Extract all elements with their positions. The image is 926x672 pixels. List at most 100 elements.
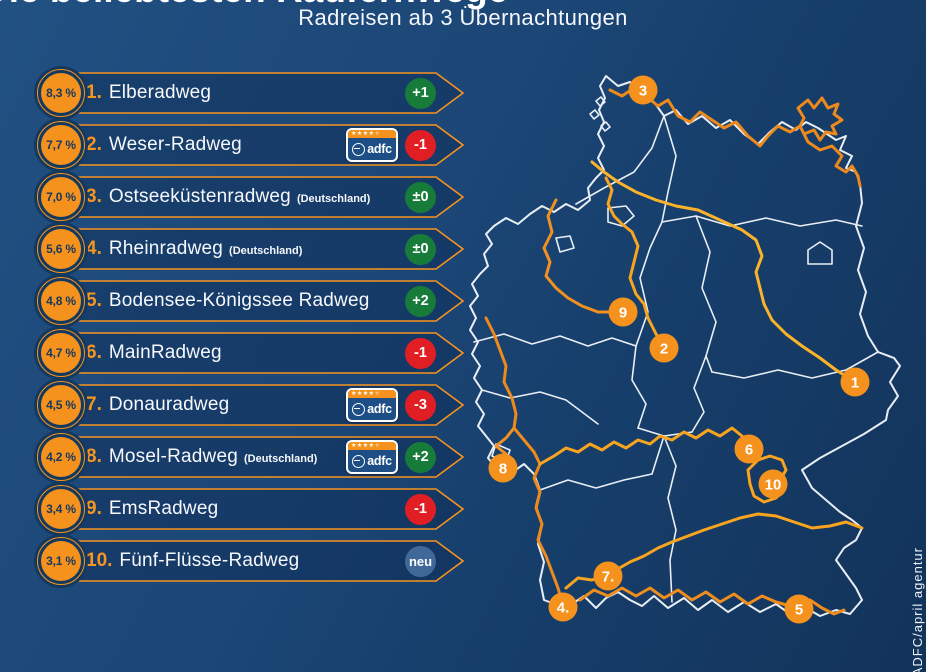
share-circle-ring [37, 69, 85, 117]
map-marker-label: 2 [660, 341, 668, 358]
share-circle: 8,3 % [34, 66, 88, 120]
rank-change-badge: ±0 [405, 181, 436, 213]
share-value: 3,4 % [41, 489, 81, 529]
route-name: Fünf-Flüsse-Radweg [119, 550, 300, 571]
share-value: 7,7 % [41, 125, 81, 165]
list-item: 4,8 % 5. Bodensee-Königssee Radweg +2 [32, 274, 468, 328]
map-marker-label: 5 [795, 602, 803, 619]
share-circle-ring [37, 433, 85, 481]
country-outline [469, 75, 901, 617]
rank-number: 3. [86, 186, 102, 207]
adfc-lens-icon [352, 142, 366, 156]
state-border [575, 115, 665, 205]
route-name-suffix: (Deutschland) [296, 193, 371, 205]
rank-change-badge: -1 [405, 129, 436, 161]
list-item: 7,7 % 2. Weser-Radweg ★★★★ ★ adfc -1 [32, 118, 468, 172]
map-marker-label: 9 [619, 305, 627, 322]
germany-map-svg: 1 2 3 4. 5 6 7. 8 9 10 [469, 75, 901, 624]
share-circle: 5,6 % [34, 222, 88, 276]
share-value: 3,1 % [41, 541, 81, 581]
state-border [661, 215, 863, 227]
adfc-lens-icon [352, 454, 366, 468]
map-marker-circle [784, 594, 814, 624]
route-emsradweg [542, 198, 622, 316]
island-outline [600, 121, 611, 132]
state-border [663, 435, 677, 603]
state-border [539, 435, 665, 491]
rank-change-badge: -1 [405, 493, 436, 525]
share-circle-ring [37, 537, 85, 585]
credit-text: ADFC/april agentur [910, 546, 925, 672]
route-name: Ostseeküstenradweg [108, 186, 291, 207]
map-marker: 6 [734, 434, 764, 464]
adfc-stars-icon: ★★★★ ★ [348, 442, 396, 450]
rank-number: 8. [86, 446, 102, 467]
share-value: 4,2 % [41, 437, 81, 477]
list-item: 4,7 % 6. MainRadweg -1 [32, 326, 468, 380]
map-marker: 1 [840, 367, 870, 397]
map-marker: 4. [548, 592, 578, 622]
rank-number: 2. [86, 134, 102, 155]
share-circle-ring [37, 225, 85, 273]
rank-number: 10. [86, 550, 113, 571]
rank-change-badge: +2 [405, 285, 436, 317]
route-elberadweg [590, 160, 854, 382]
island-outline [589, 109, 600, 120]
map-marker: 2 [649, 333, 679, 363]
list-item: 3,4 % 9. EmsRadweg -1 [32, 482, 468, 536]
adfc-stars-icon: ★★★★ ★ [348, 130, 396, 138]
share-circle: 3,1 % [34, 534, 88, 588]
map-marker-label: 7. [602, 569, 615, 586]
route-name: EmsRadweg [108, 498, 219, 519]
rank-number: 6. [86, 342, 102, 363]
rank-change-badge: +2 [405, 441, 436, 473]
adfc-quality-badge: ★★★★ ★ adfc [346, 440, 398, 474]
route-name: Donauradweg [108, 394, 230, 415]
list-item: 4,5 % 7. Donauradweg ★★★★ ★ adfc -3 [32, 378, 468, 432]
share-value: 8,3 % [41, 73, 81, 113]
state-border [555, 235, 575, 253]
map-marker: 7. [593, 561, 623, 591]
share-circle: 7,7 % [34, 118, 88, 172]
share-circle-ring [37, 485, 85, 533]
map-marker-circle [488, 453, 518, 483]
map-marker-circle [734, 434, 764, 464]
page-title-cropped: Die beliebtesten Radfernwege [0, 0, 682, 11]
share-value: 4,7 % [41, 333, 81, 373]
adfc-wordmark: adfc [367, 402, 392, 416]
map-marker-circle [548, 592, 578, 622]
share-value: 4,5 % [41, 385, 81, 425]
map-marker: 5 [784, 594, 814, 624]
route-name: Mosel-Radweg [108, 446, 238, 467]
adfc-stars-icon: ★★★★ ★ [348, 390, 396, 398]
rank-number: 9. [86, 498, 102, 519]
adfc-quality-badge: ★★★★ ★ adfc [346, 388, 398, 422]
map-marker-label: 1 [851, 375, 859, 392]
route-name: MainRadweg [108, 342, 222, 363]
route-name: Elberadweg [108, 82, 212, 103]
state-border [695, 215, 717, 373]
share-circle-ring [37, 121, 85, 169]
route-mainradweg [538, 426, 750, 466]
list-item: 8,3 % 1. Elberadweg +1 [32, 66, 468, 120]
list-item: 4,2 % 8. Mosel-Radweg (Deutschland) ★★★★… [32, 430, 468, 484]
share-circle: 4,8 % [34, 274, 88, 328]
list-item: 3,1 % 10. Fünf-Flüsse-Radweg neu [32, 534, 468, 588]
rank-number: 4. [86, 238, 102, 259]
page-subtitle: Radreisen ab 3 Übernachtungen [298, 5, 628, 30]
adfc-wordmark: adfc [367, 454, 392, 468]
share-value: 7,0 % [41, 177, 81, 217]
route-name-suffix: (Deutschland) [229, 245, 303, 257]
share-circle-ring [37, 381, 85, 429]
share-circle-ring [37, 277, 85, 325]
rank-number: 7. [86, 394, 102, 415]
map-marker-circle [840, 367, 870, 397]
share-value: 5,6 % [41, 229, 81, 269]
rank-change-badge: neu [405, 545, 436, 577]
map-marker: 10 [758, 469, 788, 499]
map-marker-label: 4. [557, 600, 570, 617]
map-marker-label: 3 [639, 83, 647, 100]
map-marker-label: 6 [745, 442, 753, 459]
rank-change-badge: -3 [405, 389, 436, 421]
